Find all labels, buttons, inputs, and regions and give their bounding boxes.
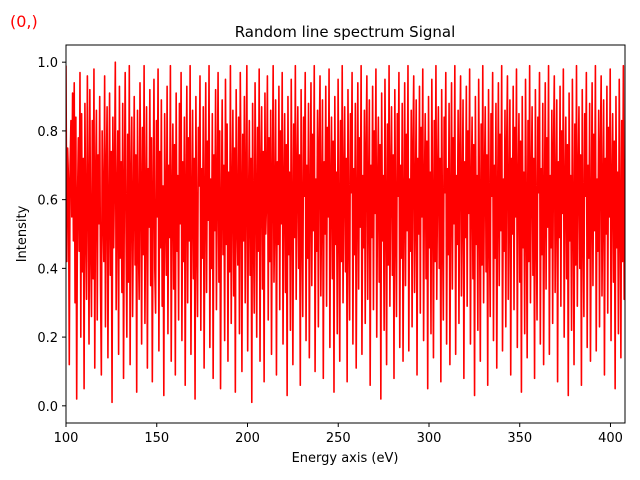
x-tick-label: 200 <box>235 431 260 446</box>
series-line <box>66 61 625 404</box>
x-axis-ticks: 100 150 200 250 300 350 400 <box>54 423 623 446</box>
y-tick-label: 0.8 <box>37 125 58 140</box>
y-axis-ticks: 0.0 0.2 0.4 0.6 0.8 1.0 <box>37 56 66 415</box>
x-tick-label: 300 <box>417 431 442 446</box>
y-tick-label: 1.0 <box>37 56 58 71</box>
chart-title: Random line spectrum Signal <box>235 23 456 41</box>
plot-area <box>66 61 625 404</box>
x-tick-label: 150 <box>144 431 169 446</box>
x-tick-label: 100 <box>54 431 79 446</box>
x-axis-label: Energy axis (eV) <box>292 451 399 466</box>
x-tick-label: 400 <box>598 431 623 446</box>
corner-label: (0,) <box>10 12 38 31</box>
x-tick-label: 350 <box>507 431 532 446</box>
y-tick-label: 0.4 <box>37 262 58 277</box>
y-tick-label: 0.0 <box>37 400 58 415</box>
y-tick-label: 0.2 <box>37 331 58 346</box>
y-tick-label: 0.6 <box>37 194 58 209</box>
axes-frame <box>65 44 626 424</box>
x-tick-label: 250 <box>326 431 351 446</box>
y-axis-label: Intensity <box>15 205 30 262</box>
